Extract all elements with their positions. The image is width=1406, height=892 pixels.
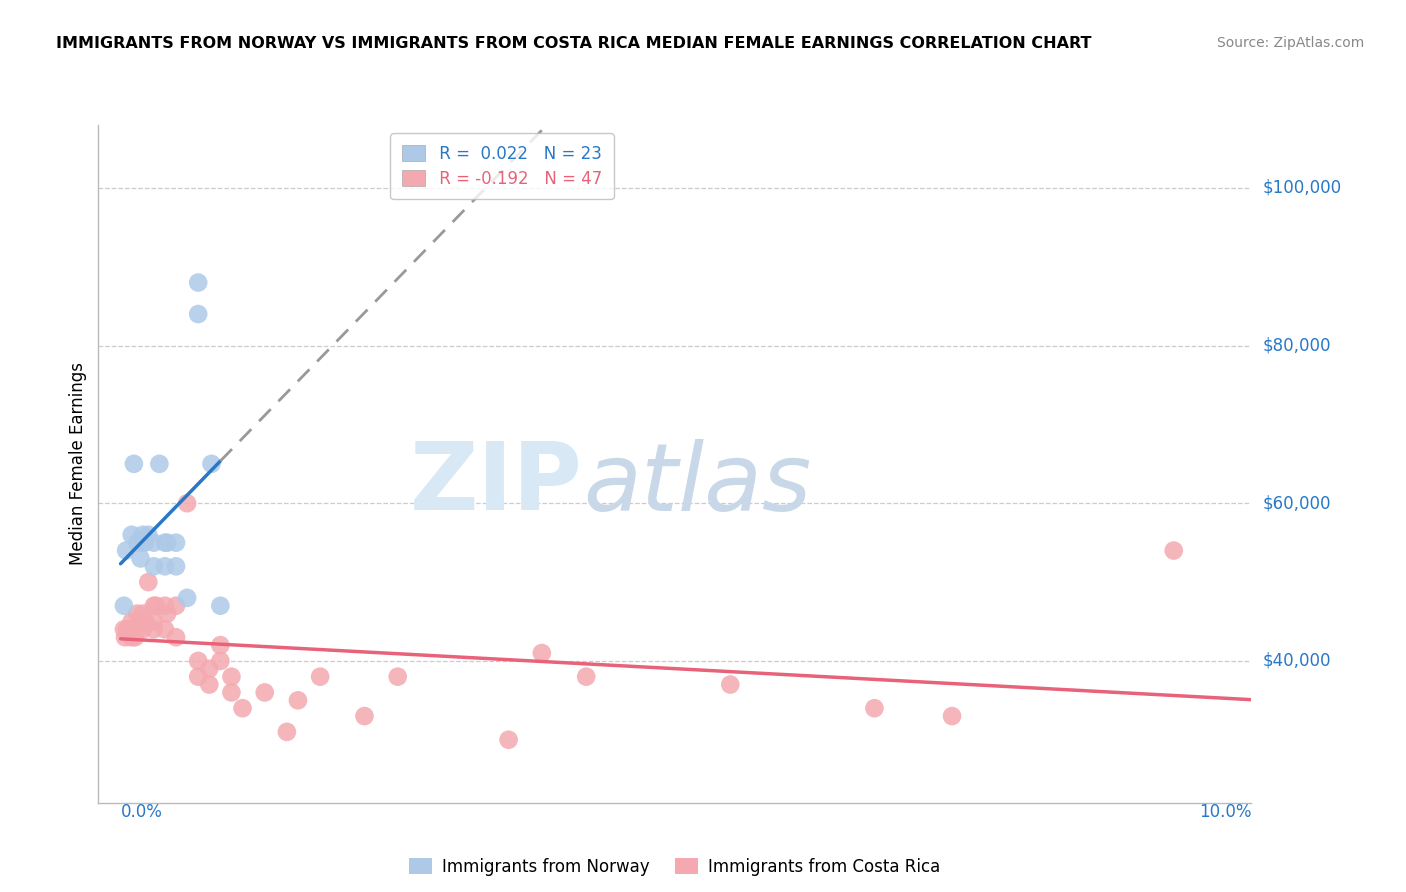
Legend: Immigrants from Norway, Immigrants from Costa Rica: Immigrants from Norway, Immigrants from … — [402, 851, 948, 882]
Point — [115, 543, 138, 558]
Point — [165, 599, 187, 613]
Point — [127, 535, 149, 549]
Point — [148, 457, 170, 471]
Point — [127, 607, 149, 621]
Point — [530, 646, 553, 660]
Point — [941, 709, 963, 723]
Point — [209, 599, 232, 613]
Text: $100,000: $100,000 — [1263, 179, 1341, 197]
Point — [198, 662, 221, 676]
Text: Source: ZipAtlas.com: Source: ZipAtlas.com — [1216, 36, 1364, 50]
Point — [498, 732, 520, 747]
Point — [187, 654, 209, 668]
Text: 0.0%: 0.0% — [121, 803, 163, 821]
Point — [863, 701, 886, 715]
Point — [136, 528, 159, 542]
Point — [353, 709, 375, 723]
Point — [165, 559, 187, 574]
Point — [156, 535, 179, 549]
Point — [221, 685, 243, 699]
Point — [176, 496, 198, 510]
Point — [134, 615, 156, 629]
Point — [187, 307, 209, 321]
Point — [387, 670, 409, 684]
Point — [129, 551, 152, 566]
Point — [718, 677, 741, 691]
Point — [287, 693, 309, 707]
Point — [253, 685, 276, 699]
Point — [153, 535, 176, 549]
Point — [200, 457, 222, 471]
Point — [187, 276, 209, 290]
Point — [122, 623, 145, 637]
Point — [122, 457, 145, 471]
Point — [575, 670, 598, 684]
Point — [132, 615, 155, 629]
Point — [112, 623, 135, 637]
Text: $80,000: $80,000 — [1263, 336, 1331, 355]
Point — [118, 623, 141, 637]
Point — [121, 528, 143, 542]
Point — [153, 623, 176, 637]
Point — [132, 528, 155, 542]
Point — [142, 615, 165, 629]
Point — [153, 559, 176, 574]
Text: $40,000: $40,000 — [1263, 652, 1331, 670]
Point — [117, 623, 138, 637]
Point — [309, 670, 332, 684]
Point — [142, 559, 165, 574]
Point — [114, 630, 136, 644]
Point — [142, 623, 165, 637]
Point — [132, 535, 155, 549]
Point — [156, 607, 179, 621]
Point — [145, 599, 167, 613]
Text: ZIP: ZIP — [409, 438, 582, 530]
Point — [124, 630, 146, 644]
Text: $60,000: $60,000 — [1263, 494, 1331, 512]
Point — [231, 701, 253, 715]
Point — [136, 575, 159, 590]
Point — [142, 535, 165, 549]
Point — [134, 535, 156, 549]
Point — [132, 607, 155, 621]
Point — [121, 630, 143, 644]
Point — [112, 599, 135, 613]
Point — [221, 670, 243, 684]
Point — [165, 630, 187, 644]
Text: IMMIGRANTS FROM NORWAY VS IMMIGRANTS FROM COSTA RICA MEDIAN FEMALE EARNINGS CORR: IMMIGRANTS FROM NORWAY VS IMMIGRANTS FRO… — [56, 36, 1091, 51]
Point — [176, 591, 198, 605]
Point — [187, 670, 209, 684]
Point — [153, 599, 176, 613]
Point — [276, 724, 298, 739]
Point — [198, 677, 221, 691]
Point — [132, 623, 155, 637]
Point — [209, 638, 232, 652]
Point — [209, 654, 232, 668]
Y-axis label: Median Female Earnings: Median Female Earnings — [69, 362, 87, 566]
Point — [127, 623, 149, 637]
Text: 10.0%: 10.0% — [1199, 803, 1251, 821]
Point — [142, 599, 165, 613]
Point — [165, 535, 187, 549]
Point — [121, 615, 143, 629]
Point — [1163, 543, 1185, 558]
Text: atlas: atlas — [582, 439, 811, 530]
